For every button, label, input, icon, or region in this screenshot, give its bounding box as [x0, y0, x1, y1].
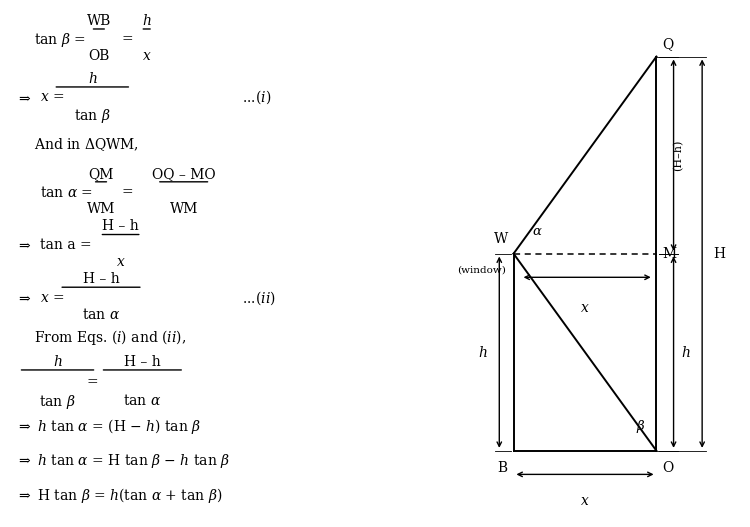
Text: tan $\alpha$ =: tan $\alpha$ =: [40, 185, 93, 200]
Text: $h$: $h$: [681, 345, 690, 360]
Text: $\Rightarrow$: $\Rightarrow$: [16, 291, 32, 305]
Text: h: h: [53, 355, 62, 369]
Text: OQ – MO: OQ – MO: [152, 167, 215, 181]
Text: h: h: [88, 72, 97, 86]
Text: h: h: [142, 14, 152, 28]
Text: And in $\Delta$QWM,: And in $\Delta$QWM,: [34, 136, 139, 153]
Text: tan a =: tan a =: [40, 238, 92, 252]
Text: x: x: [142, 49, 151, 63]
Text: ...($i$): ...($i$): [242, 89, 272, 106]
Text: H – h: H – h: [82, 272, 119, 286]
Text: WB: WB: [87, 14, 111, 28]
Text: =: =: [122, 33, 133, 46]
Text: $\Rightarrow$ $h$ tan $\alpha$ = H tan $\beta$ $-$ $h$ tan $\beta$: $\Rightarrow$ $h$ tan $\alpha$ = H tan $…: [16, 452, 230, 470]
Text: ...($ii$): ...($ii$): [242, 289, 276, 307]
Text: (H–h): (H–h): [673, 140, 683, 171]
Text: tan $\alpha$: tan $\alpha$: [82, 307, 120, 322]
Text: WM: WM: [87, 202, 116, 216]
Text: B: B: [498, 461, 508, 475]
Text: O: O: [662, 461, 674, 475]
Text: WM: WM: [170, 202, 198, 216]
Text: H – h: H – h: [124, 355, 160, 369]
Text: Q: Q: [662, 37, 674, 51]
Text: $x$: $x$: [580, 494, 590, 508]
Text: OB: OB: [88, 49, 110, 63]
Text: $x$ =: $x$ =: [40, 91, 64, 104]
Text: tan $\beta$ =: tan $\beta$ =: [34, 31, 86, 48]
Text: tan $\beta$: tan $\beta$: [74, 107, 111, 125]
Text: =: =: [86, 375, 98, 389]
Text: $\Rightarrow$: $\Rightarrow$: [16, 91, 32, 104]
Text: $x$ =: $x$ =: [40, 291, 64, 305]
Text: $x$: $x$: [580, 301, 590, 315]
Text: H – h: H – h: [102, 219, 139, 233]
Text: (window): (window): [458, 266, 506, 275]
Text: $\Rightarrow$ $h$ tan $\alpha$ = (H $-$ $h$) tan $\beta$: $\Rightarrow$ $h$ tan $\alpha$ = (H $-$ …: [16, 417, 201, 436]
Text: $\alpha$: $\alpha$: [532, 225, 543, 238]
Text: $\beta$: $\beta$: [637, 418, 646, 435]
Text: =: =: [122, 186, 133, 199]
Text: x: x: [117, 255, 124, 269]
Text: $\Rightarrow$: $\Rightarrow$: [16, 238, 32, 252]
Text: $h$: $h$: [478, 345, 488, 360]
Text: M: M: [662, 247, 676, 261]
Text: QM: QM: [88, 167, 114, 181]
Text: W: W: [494, 232, 508, 246]
Text: tan $\beta$: tan $\beta$: [39, 393, 76, 411]
Text: tan $\alpha$: tan $\alpha$: [123, 393, 161, 408]
Text: H: H: [713, 247, 725, 261]
Text: From Eqs. ($i$) and ($ii$),: From Eqs. ($i$) and ($ii$),: [34, 328, 185, 347]
Text: $\Rightarrow$ H tan $\beta$ = $h$(tan $\alpha$ + tan $\beta$): $\Rightarrow$ H tan $\beta$ = $h$(tan $\…: [16, 486, 223, 505]
